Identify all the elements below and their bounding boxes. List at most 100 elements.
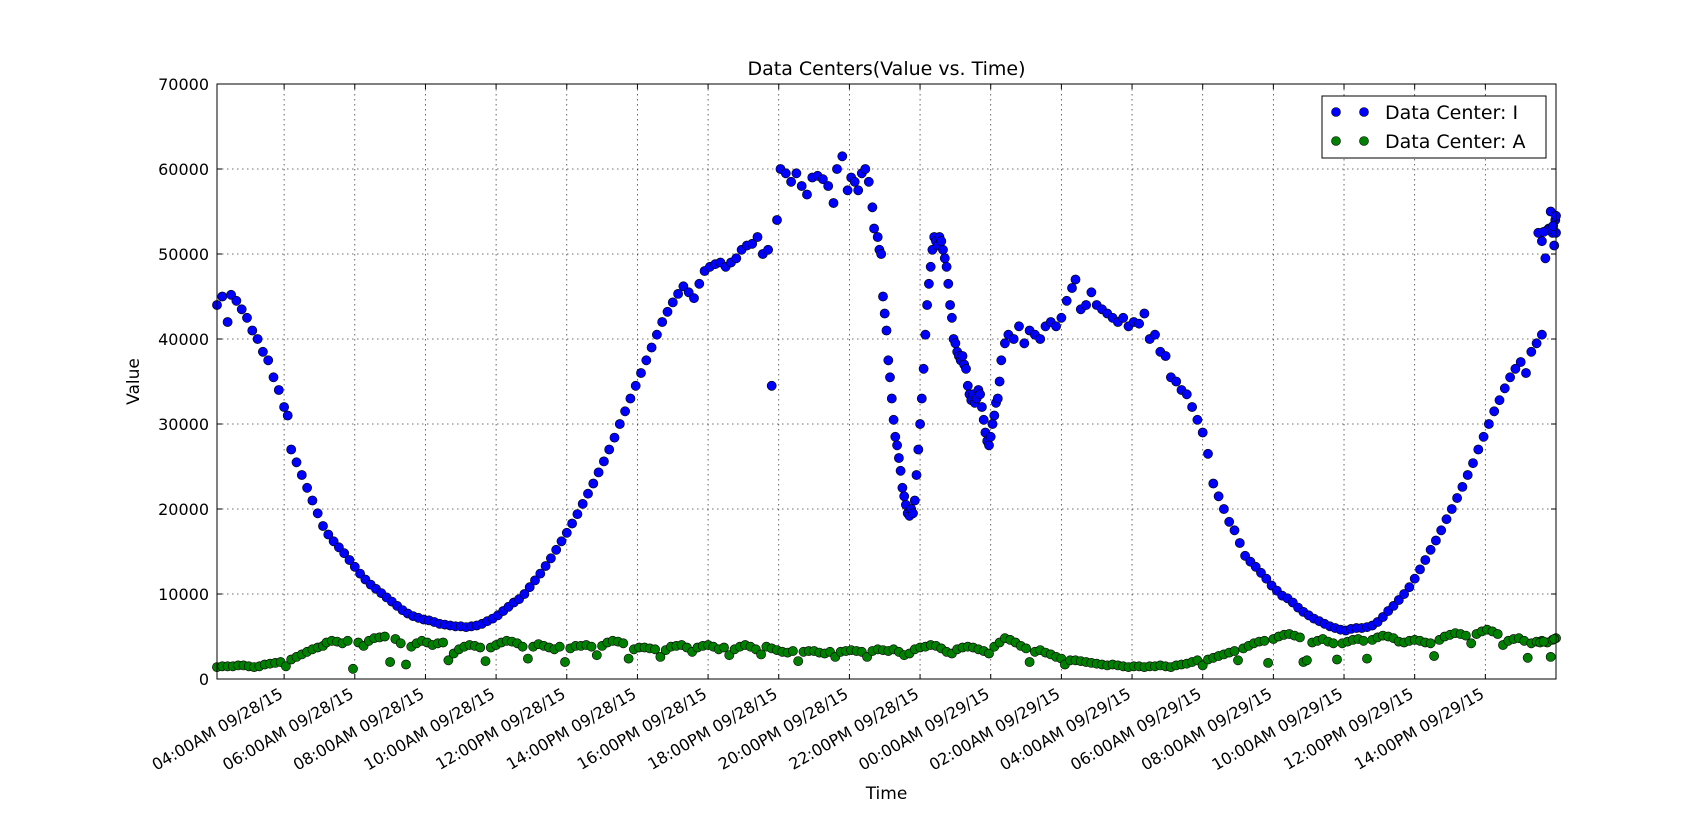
- data-point: [593, 467, 604, 478]
- data-point: [540, 561, 551, 571]
- data-point: [1008, 334, 1019, 344]
- data-point: [869, 223, 879, 234]
- legend-entry-data-center-i: Data Center: I: [1331, 102, 1518, 124]
- data-point: [231, 295, 242, 306]
- data-point: [1429, 651, 1439, 661]
- series-data-center-a: [212, 624, 1561, 674]
- data-point: [1081, 300, 1091, 310]
- data-point: [1521, 368, 1531, 378]
- data-point: [257, 346, 268, 357]
- data-point: [286, 444, 297, 455]
- data-point: [1420, 555, 1431, 565]
- data-point: [719, 642, 729, 653]
- x-tick-label: 12:00PM 09/29/15: [1280, 684, 1416, 774]
- data-point: [296, 470, 307, 480]
- data-point: [791, 168, 802, 179]
- data-point: [279, 402, 289, 412]
- y-tick-label: 70000: [158, 75, 209, 94]
- data-point: [348, 663, 358, 674]
- data-point: [673, 288, 683, 299]
- data-point: [1531, 338, 1542, 349]
- data-point: [1399, 589, 1409, 599]
- data-point: [1515, 357, 1526, 367]
- data-point: [1139, 308, 1150, 319]
- data-point: [936, 236, 947, 247]
- x-tick-label: 06:00AM 09/28/15: [219, 684, 357, 774]
- data-point: [1446, 504, 1457, 514]
- data-point: [888, 414, 899, 425]
- data-point: [992, 393, 1003, 404]
- data-point: [342, 635, 353, 646]
- data-point: [546, 553, 556, 564]
- x-tick-label: 10:00AM 09/29/15: [1209, 684, 1347, 774]
- data-point: [273, 385, 284, 395]
- data-point: [1051, 321, 1061, 332]
- data-point: [1229, 525, 1240, 536]
- data-point: [302, 482, 312, 493]
- legend-label: Data Center: I: [1385, 102, 1518, 124]
- data-points: [212, 151, 1561, 674]
- data-point: [842, 185, 853, 196]
- data-point: [312, 508, 323, 519]
- data-point: [943, 278, 954, 289]
- data-point: [878, 291, 888, 302]
- data-point: [1473, 444, 1484, 455]
- x-tick-label: 08:00AM 09/28/15: [290, 684, 428, 774]
- data-point: [655, 652, 666, 662]
- y-axis-title: Value: [124, 358, 144, 405]
- x-tick-label: 18:00PM 09/28/15: [644, 684, 780, 774]
- data-point: [978, 414, 989, 425]
- data-point: [618, 638, 629, 649]
- data-point: [646, 342, 657, 353]
- data-point: [614, 419, 625, 429]
- data-point: [793, 656, 804, 666]
- data-point: [947, 312, 957, 323]
- data-point: [916, 393, 927, 404]
- legend-box: [1321, 95, 1547, 159]
- data-point: [524, 582, 535, 593]
- data-point: [987, 419, 998, 429]
- data-point: [1056, 312, 1067, 323]
- data-point: [962, 380, 973, 391]
- data-point: [832, 164, 842, 174]
- data-point: [975, 389, 985, 400]
- data-point: [443, 655, 454, 666]
- data-point: [523, 653, 533, 664]
- y-tick-label: 0: [199, 670, 209, 689]
- legend-marker: [1331, 136, 1341, 146]
- data-point: [242, 312, 252, 323]
- legend-marker: [1331, 107, 1341, 117]
- data-point: [894, 453, 904, 463]
- data-point: [796, 181, 807, 191]
- data-point: [863, 176, 874, 187]
- data-point: [1213, 491, 1224, 502]
- data-point: [1224, 516, 1235, 527]
- data-point: [662, 306, 673, 317]
- data-point: [766, 380, 777, 391]
- data-point: [236, 304, 247, 315]
- x-tick-label: 20:00PM 09/28/15: [715, 684, 851, 774]
- data-point: [1171, 376, 1182, 387]
- data-point: [922, 300, 932, 310]
- data-point: [828, 198, 839, 208]
- data-point: [989, 410, 1000, 421]
- data-point: [551, 544, 562, 555]
- data-point: [1522, 652, 1533, 663]
- x-tick-label: 00:00AM 09/29/15: [855, 684, 993, 774]
- data-point: [577, 498, 588, 509]
- data-point: [280, 661, 291, 672]
- data-point: [1462, 470, 1473, 480]
- data-point: [1537, 329, 1547, 340]
- y-tick-label: 30000: [158, 415, 209, 434]
- data-point: [1067, 283, 1077, 293]
- data-point: [897, 482, 908, 493]
- data-point: [480, 656, 491, 666]
- data-point: [1086, 287, 1097, 298]
- data-point: [860, 164, 871, 174]
- data-point: [630, 380, 641, 391]
- data-point: [222, 317, 233, 327]
- data-point: [307, 495, 318, 506]
- data-point: [1192, 414, 1203, 425]
- data-point: [1208, 478, 1219, 489]
- data-point: [1035, 334, 1046, 344]
